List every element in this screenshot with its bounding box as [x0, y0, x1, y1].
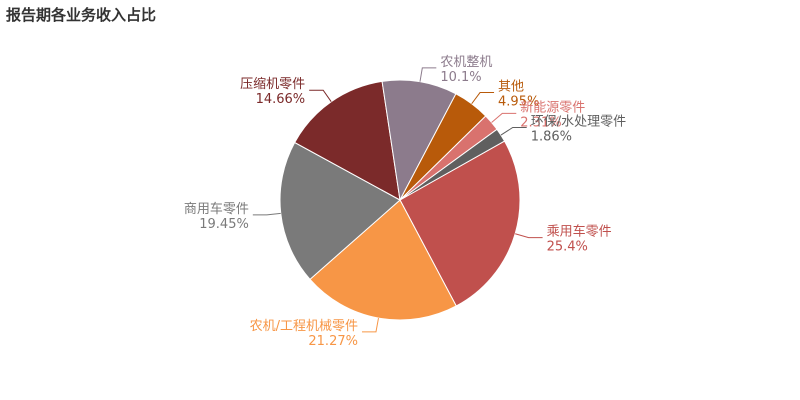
value-label: 19.45%: [199, 217, 249, 232]
slice-label: 商用车零件: [184, 201, 249, 217]
value-label: 14.66%: [256, 92, 306, 107]
chart-title: 报告期各业务收入占比: [6, 6, 156, 24]
value-label: 2.31%: [520, 115, 561, 130]
pie-slice: [279, 141, 401, 281]
pie-slice: [293, 80, 401, 201]
leader-line: [252, 212, 281, 216]
value-label: 21.27%: [308, 334, 358, 349]
slice-label: 新能源零件: [520, 99, 585, 115]
slice-label: 压缩机零件: [240, 76, 305, 92]
leader-line: [361, 317, 379, 333]
slice-label: 农机/工程机械零件: [250, 319, 358, 334]
leader-line: [471, 92, 495, 105]
leader-line: [491, 112, 517, 123]
leader-line: [309, 89, 332, 102]
value-label: 1.86%: [531, 130, 572, 145]
slice-label: 农机整机: [440, 55, 492, 70]
slice-label: 乘用车零件: [547, 224, 612, 240]
value-label: 4.95%: [498, 95, 539, 110]
leader-line: [515, 233, 543, 239]
slice-label: 环保/水处理零件: [531, 115, 626, 130]
pie-slice: [399, 140, 521, 307]
value-label: 10.1%: [440, 70, 481, 85]
leader-line: [419, 67, 437, 82]
leader-line: [500, 127, 527, 136]
pie-slice: [381, 79, 457, 202]
value-label: 25.4%: [547, 240, 588, 255]
slice-label: 其他: [498, 80, 524, 95]
